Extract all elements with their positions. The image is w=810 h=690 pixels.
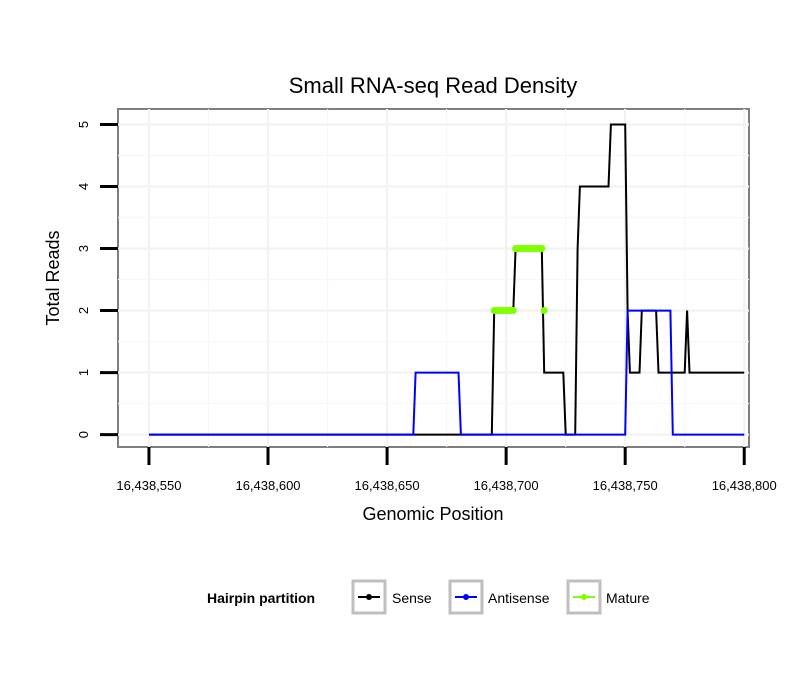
x-tick-label: 16,438,550 — [116, 478, 181, 493]
y-tick-label: 2 — [76, 307, 91, 314]
y-tick-label: 4 — [76, 183, 91, 190]
legend: Hairpin partition Sense Antisense Mature — [207, 579, 650, 615]
series-layer — [149, 123, 745, 436]
legend-label-mature: Mature — [606, 590, 650, 606]
legend-item-mature: Mature — [566, 579, 650, 615]
x-axis-title: Genomic Position — [362, 504, 503, 524]
series-mature-point — [538, 245, 546, 253]
y-tick-label: 0 — [76, 431, 91, 438]
series-mature-point — [509, 307, 517, 315]
series-mature-point — [540, 307, 548, 315]
x-tick-label: 16,438,700 — [474, 478, 539, 493]
legend-dot-mature — [581, 594, 587, 600]
legend-dot-sense — [366, 594, 372, 600]
x-tick-label: 16,438,600 — [235, 478, 300, 493]
legend-label-antisense: Antisense — [488, 590, 550, 606]
chart-title: Small RNA-seq Read Density — [289, 73, 578, 98]
x-tick-label: 16,438,800 — [712, 478, 777, 493]
legend-title: Hairpin partition — [207, 590, 315, 606]
legend-item-antisense: Antisense — [448, 579, 550, 615]
x-tick-label: 16,438,650 — [355, 478, 420, 493]
legend-dot-antisense — [463, 594, 469, 600]
y-tick-label: 5 — [76, 121, 91, 128]
y-axis: 0 1 2 3 4 5 — [76, 121, 118, 438]
plot-panel — [117, 108, 750, 448]
x-axis: 16,438,550 16,438,600 16,438,650 16,438,700… — [116, 447, 777, 493]
y-axis-title: Total Reads — [43, 230, 63, 325]
x-tick-label: 16,438,750 — [593, 478, 658, 493]
series-antisense-line — [149, 309, 745, 436]
y-tick-label: 1 — [76, 369, 91, 376]
legend-item-sense: Sense — [351, 579, 432, 615]
legend-label-sense: Sense — [392, 590, 432, 606]
y-tick-label: 3 — [76, 245, 91, 252]
